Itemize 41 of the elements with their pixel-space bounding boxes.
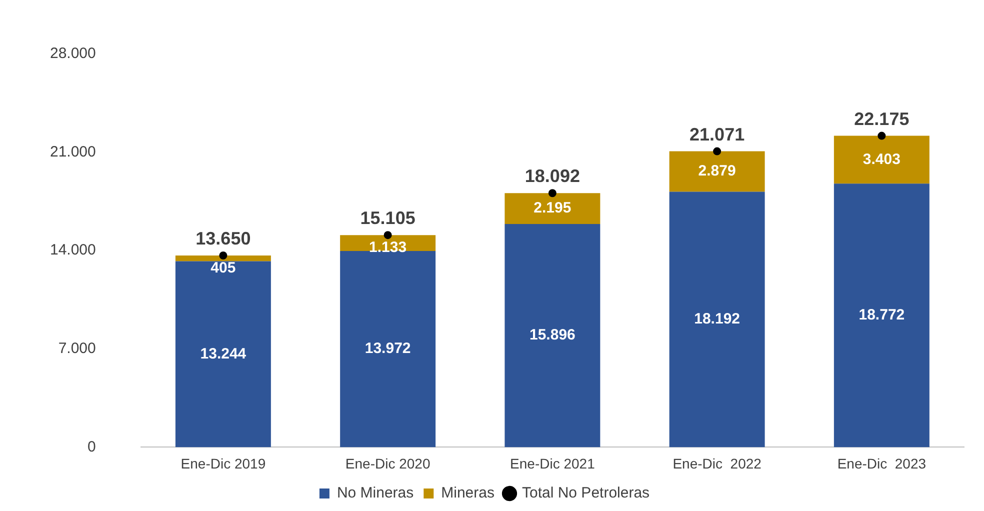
data-label: 13.244 [200,345,247,362]
y-tick-label: 7.000 [58,340,96,358]
point [548,189,556,198]
point [878,132,886,140]
x-tick-label: Ene-Dic 2022 [672,455,762,472]
data-label: 21.071 [690,124,745,144]
data-label: 405 [210,260,236,277]
bar [504,193,600,224]
legend-label: Total No Petroleras [522,484,650,502]
data-label: 13.972 [364,340,411,358]
bar [834,184,930,448]
data-label: 15.896 [529,326,576,344]
point [219,252,228,260]
bar [504,224,600,448]
point [713,147,722,156]
x-tick-label: Ene-Dic 2023 [837,455,926,472]
x-tick-label: Ene-Dic 2019 [180,455,266,472]
data-label: 2.195 [534,200,572,217]
data-label: 22.175 [854,108,910,129]
y-tick-label: 0 [88,438,96,456]
bar [669,192,765,448]
bar [669,151,765,192]
legend-label: Mineras [441,484,494,502]
bar [175,261,271,448]
legend-label: No Mineras [336,484,414,502]
x-tick-label: Ene-Dic 2021 [510,455,596,472]
y-tick-label: 28.000 [50,45,96,62]
y-tick-label: 14.000 [50,242,96,259]
bar [175,256,271,262]
point [384,231,392,240]
bar [834,136,930,184]
data-label: 2.879 [698,162,736,180]
data-label: 18.092 [524,166,580,186]
data-label: 13.650 [196,228,251,248]
data-label: 15.105 [360,208,416,228]
x-tick-label: Ene-Dic 2020 [345,455,430,472]
data-label: 18.192 [694,310,740,328]
bar [340,250,436,448]
y-tick-label: 21.000 [50,143,96,160]
data-label: 18.772 [858,306,905,324]
data-label: 3.403 [862,150,900,168]
